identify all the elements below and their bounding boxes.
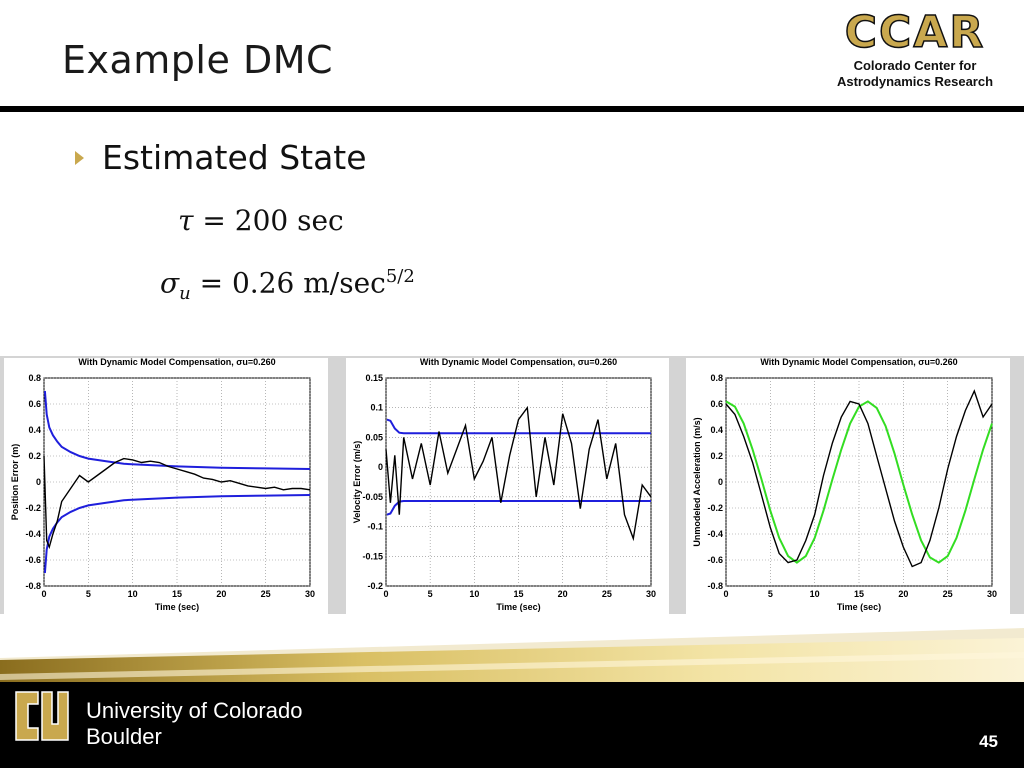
- sigma-rhs: = 0.26 m/sec: [199, 266, 386, 300]
- y-tick-label: 0.8: [28, 373, 41, 383]
- x-tick-label: 10: [469, 589, 479, 599]
- logo-subtitle-line1: Colorado Center for: [853, 58, 977, 73]
- logo-subtitle-line2: Astrodynamics Research: [836, 74, 994, 89]
- sigma-exponent: 5/2: [385, 266, 415, 287]
- y-tick-label: -0.4: [707, 529, 723, 539]
- y-tick-label: -0.2: [707, 503, 723, 513]
- plots-svg: 0 5 10 15 20 25 300.80.60.40.20-0.2-0.4-0.6-0.…: [4, 357, 1010, 614]
- y-tick-label: 0.4: [710, 425, 723, 435]
- x-tick-label: 5: [768, 589, 773, 599]
- x-tick-label: 0: [723, 589, 728, 599]
- x-tick-label: 25: [602, 589, 612, 599]
- chart-title: With Dynamic Model Compensation, σu=0.26…: [420, 357, 617, 367]
- chart-title: With Dynamic Model Compensation, σu=0.26…: [78, 357, 275, 367]
- y-tick-label: 0.2: [28, 451, 41, 461]
- y-axis-label: Position Error (m): [10, 444, 20, 521]
- y-tick-label: -0.2: [25, 503, 41, 513]
- x-tick-label: 0: [383, 589, 388, 599]
- series-line-2: [725, 389, 993, 568]
- y-tick-label: 0.1: [370, 403, 383, 413]
- tau-symbol: τ: [178, 204, 194, 237]
- y-tick-label: 0.8: [710, 373, 723, 383]
- series-line-2: [43, 494, 311, 574]
- bullet-item: Estimated State: [75, 138, 367, 177]
- y-tick-label: 0: [718, 477, 723, 487]
- x-tick-label: 15: [513, 589, 523, 599]
- footer: [0, 612, 1024, 768]
- x-tick-label: 20: [898, 589, 908, 599]
- chart-title: With Dynamic Model Compensation, σu=0.26…: [760, 357, 957, 367]
- series-line-1: [43, 390, 311, 470]
- y-tick-label: -0.8: [707, 581, 723, 591]
- title-divider: [0, 106, 1024, 112]
- footer-black-bar: [0, 682, 1024, 768]
- y-tick-label: -0.8: [25, 581, 41, 591]
- series-line-1: [725, 400, 993, 564]
- series-line-2: [386, 500, 651, 516]
- y-tick-label: -0.05: [362, 492, 383, 502]
- bullet-arrow-icon: [75, 150, 84, 165]
- plot-panel: 0 5 10 15 20 25 30 0.8 0.6 0.4 0.2 0 -0.2 -0.4 -0.6 -0.…: [0, 356, 1024, 614]
- series-line-3: [43, 455, 311, 550]
- plot-area: [385, 377, 652, 587]
- sigma-equation: σu = 0.26 m/sec5/2: [160, 266, 415, 304]
- tau-rhs: = 200 sec: [202, 204, 344, 237]
- y-tick-label: 0: [36, 477, 41, 487]
- university-line1: University of Colorado: [86, 698, 303, 723]
- series-line-3: [385, 405, 652, 542]
- bullet-text: Estimated State: [102, 138, 367, 177]
- ccar-logo: CCAR Colorado Center for Astrodynamics R…: [820, 7, 1010, 104]
- x-axis-label: Time (sec): [155, 602, 199, 612]
- x-tick-label: 20: [558, 589, 568, 599]
- chart-1: 0 5 10 15 20 25 30 0.8 0.6 0.4 0.2 0 -0.2 -0.4 -0.6 -0.…: [4, 357, 328, 614]
- y-tick-label: -0.6: [707, 555, 723, 565]
- y-tick-label: 0: [378, 462, 383, 472]
- y-axis-label: Unmodeled Acceleration (m/s): [692, 417, 702, 546]
- y-tick-label: 0.6: [710, 399, 723, 409]
- x-tick-label: 30: [646, 589, 656, 599]
- x-tick-label: 25: [261, 589, 271, 599]
- x-tick-label: 10: [128, 589, 138, 599]
- x-axis-label: Time (sec): [496, 602, 540, 612]
- chart-3: 0 5 10 15 20 25 30 0.8 0.6 0.4 0.2 0 -0.2 -0.4 -0.6 -0.…: [686, 357, 1010, 614]
- y-tick-label: 0.15: [365, 373, 383, 383]
- y-tick-label: 0.6: [28, 399, 41, 409]
- university-name: University of Colorado Boulder: [86, 698, 302, 750]
- x-tick-label: 5: [428, 589, 433, 599]
- x-tick-label: 5: [86, 589, 91, 599]
- y-tick-label: -0.2: [367, 581, 383, 591]
- x-tick-label: 25: [943, 589, 953, 599]
- y-tick-label: -0.1: [367, 522, 383, 532]
- sigma-symbol: σ: [160, 266, 180, 300]
- tau-equation: τ = 200 sec: [178, 204, 344, 237]
- slide-title: Example DMC: [62, 38, 334, 82]
- logo-wordmark: CCAR: [844, 7, 986, 59]
- sigma-subscript: u: [179, 282, 191, 304]
- chart-2: 0 5 10 15 20 25 30 0.15 0.1 0.05 0 -0.05 -0.1 -0.15 -0…: [346, 357, 669, 614]
- x-tick-label: 30: [305, 589, 315, 599]
- x-tick-label: 20: [216, 589, 226, 599]
- y-tick-label: 0.4: [28, 425, 41, 435]
- series-line-1: [386, 418, 651, 435]
- university-line2: Boulder: [86, 724, 162, 749]
- x-tick-label: 15: [854, 589, 864, 599]
- y-tick-label: -0.4: [25, 529, 41, 539]
- y-tick-label: -0.15: [362, 551, 383, 561]
- page-number: 45: [979, 732, 998, 751]
- x-tick-label: 0: [41, 589, 46, 599]
- footer-band: [0, 628, 1024, 768]
- x-tick-label: 30: [987, 589, 997, 599]
- y-tick-label: 0.2: [710, 451, 723, 461]
- x-tick-label: 15: [172, 589, 182, 599]
- y-tick-label: 0.05: [365, 432, 383, 442]
- y-axis-label: Velocity Error (m/s): [352, 441, 362, 524]
- cu-logo-icon: [8, 684, 76, 748]
- x-axis-label: Time (sec): [837, 602, 881, 612]
- x-tick-label: 10: [810, 589, 820, 599]
- y-tick-label: -0.6: [25, 555, 41, 565]
